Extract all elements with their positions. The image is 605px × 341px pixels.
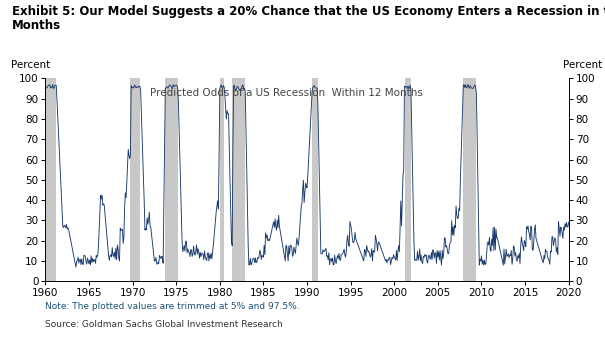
Bar	[463, 78, 476, 281]
Bar	[220, 78, 224, 281]
Bar	[45, 78, 56, 281]
Text: Predicted Odds of a US Recession  Within 12 Months: Predicted Odds of a US Recession Within …	[149, 88, 422, 98]
Bar	[165, 78, 178, 281]
Text: Percent: Percent	[11, 60, 51, 70]
Bar	[312, 78, 318, 281]
Text: Months: Months	[12, 19, 61, 32]
Bar	[131, 78, 140, 281]
Text: Exhibit 5: Our Model Suggests a 20% Chance that the US Economy Enters a Recessio: Exhibit 5: Our Model Suggests a 20% Chan…	[12, 5, 605, 18]
Bar	[232, 78, 245, 281]
Text: Percent: Percent	[563, 60, 603, 70]
Text: Source: Goldman Sachs Global Investment Research: Source: Goldman Sachs Global Investment …	[45, 320, 283, 329]
Bar	[405, 78, 411, 281]
Text: Note: The plotted values are trimmed at 5% and 97.5%.: Note: The plotted values are trimmed at …	[45, 302, 300, 311]
